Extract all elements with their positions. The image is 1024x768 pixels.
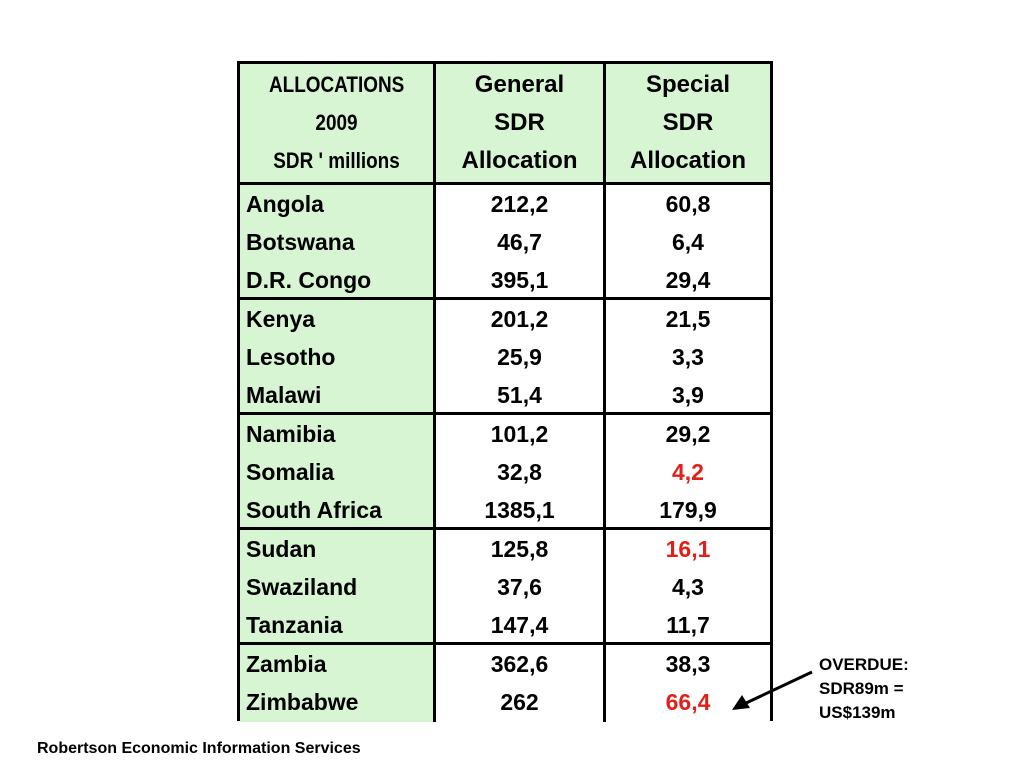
general-sdr-column: General SDR Allocation 212,2 46,7 395,1 … <box>436 64 606 722</box>
general-value: 395,1 <box>490 267 549 293</box>
source-footer: Robertson Economic Information Services <box>37 740 361 757</box>
general-value: 37,6 <box>497 574 542 600</box>
header-line: ALLOCATIONS <box>268 72 405 97</box>
country-name: D.R. Congo <box>246 267 372 293</box>
country-name: South Africa <box>246 497 382 523</box>
country-name: Tanzania <box>246 612 343 638</box>
row-group: 212,2 46,7 395,1 <box>436 185 603 300</box>
header-line: SDR ' millions <box>273 148 400 173</box>
special-value: 29,2 <box>665 421 711 447</box>
note-line: US$139m <box>819 703 896 722</box>
special-value: 4,2 <box>672 459 704 485</box>
general-value: 362,6 <box>490 651 549 677</box>
special-value: 179,9 <box>659 497 717 523</box>
header-line: Allocation <box>629 147 746 174</box>
special-value: 11,7 <box>666 612 710 638</box>
header-line: SDR <box>662 109 714 136</box>
country-name: Zambia <box>246 651 327 677</box>
special-value: 21,5 <box>665 306 711 332</box>
header-line: Allocation <box>461 147 578 174</box>
general-value: 51,4 <box>497 382 542 408</box>
row-group: Kenya Lesotho Malawi <box>240 300 433 415</box>
general-value: 262 <box>500 689 539 716</box>
special-value: 4,3 <box>672 574 704 600</box>
general-value: 1385,1 <box>484 497 555 523</box>
overdue-note: OVERDUE: SDR89m = US$139m <box>819 653 909 725</box>
country-name: Sudan <box>246 536 317 562</box>
country-name: Zimbabwe <box>246 689 359 716</box>
special-value: 6,4 <box>672 229 704 255</box>
country-name: Namibia <box>246 421 336 447</box>
general-value: 201,2 <box>490 306 549 332</box>
arrow-pointer-icon <box>732 670 813 710</box>
row-group: 16,1 4,3 11,7 <box>606 530 770 645</box>
general-value: 212,2 <box>490 191 549 217</box>
general-value: 46,7 <box>497 229 542 255</box>
row-group: Namibia Somalia South Africa <box>240 415 433 530</box>
special-value: 3,9 <box>672 382 704 408</box>
row-group: 101,2 32,8 1385,1 <box>436 415 603 530</box>
row-group: Angola Botswana D.R. Congo <box>240 185 433 300</box>
general-value: 101,2 <box>490 421 549 447</box>
allocations-table: ALLOCATIONS 2009 SDR ' millions Angola B… <box>237 61 773 722</box>
row-group: 362,6 262 <box>436 645 603 722</box>
country-name: Lesotho <box>246 344 336 370</box>
header-allocations: ALLOCATIONS 2009 SDR ' millions <box>240 64 433 185</box>
special-value: 66,4 <box>665 689 711 716</box>
header-line: Special <box>645 71 731 98</box>
row-group: 60,8 6,4 29,4 <box>606 185 770 300</box>
header-line: General <box>474 71 565 98</box>
row-group: Zambia Zimbabwe <box>240 645 433 722</box>
country-column: ALLOCATIONS 2009 SDR ' millions Angola B… <box>240 64 436 722</box>
general-value: 32,8 <box>497 459 542 485</box>
header-general-sdr: General SDR Allocation <box>436 64 603 185</box>
row-group: Sudan Swaziland Tanzania <box>240 530 433 645</box>
country-name: Swaziland <box>246 574 358 600</box>
special-sdr-column: Special SDR Allocation 60,8 6,4 29,4 21,… <box>606 64 770 722</box>
special-value: 29,4 <box>665 267 711 293</box>
header-special-sdr: Special SDR Allocation <box>606 64 770 185</box>
general-value: 25,9 <box>497 344 542 370</box>
header-line: 2009 <box>315 110 358 135</box>
note-line: OVERDUE: <box>819 655 909 674</box>
country-name: Botswana <box>246 229 355 255</box>
general-value: 125,8 <box>490 536 549 562</box>
country-name: Angola <box>246 191 324 217</box>
general-value: 147,4 <box>490 612 549 638</box>
note-line: SDR89m = <box>819 679 904 698</box>
special-value: 3,3 <box>672 344 704 370</box>
row-group: 29,2 4,2 179,9 <box>606 415 770 530</box>
row-group: 201,2 25,9 51,4 <box>436 300 603 415</box>
row-group: 38,3 66,4 <box>606 645 770 722</box>
country-name: Malawi <box>246 382 322 408</box>
special-value: 60,8 <box>665 191 711 217</box>
row-group: 125,8 37,6 147,4 <box>436 530 603 645</box>
country-name: Kenya <box>246 306 316 332</box>
header-line: SDR <box>494 109 545 136</box>
row-group: 21,5 3,3 3,9 <box>606 300 770 415</box>
special-value: 38,3 <box>665 651 711 677</box>
special-value: 16,1 <box>665 536 711 562</box>
country-name: Somalia <box>246 459 335 485</box>
